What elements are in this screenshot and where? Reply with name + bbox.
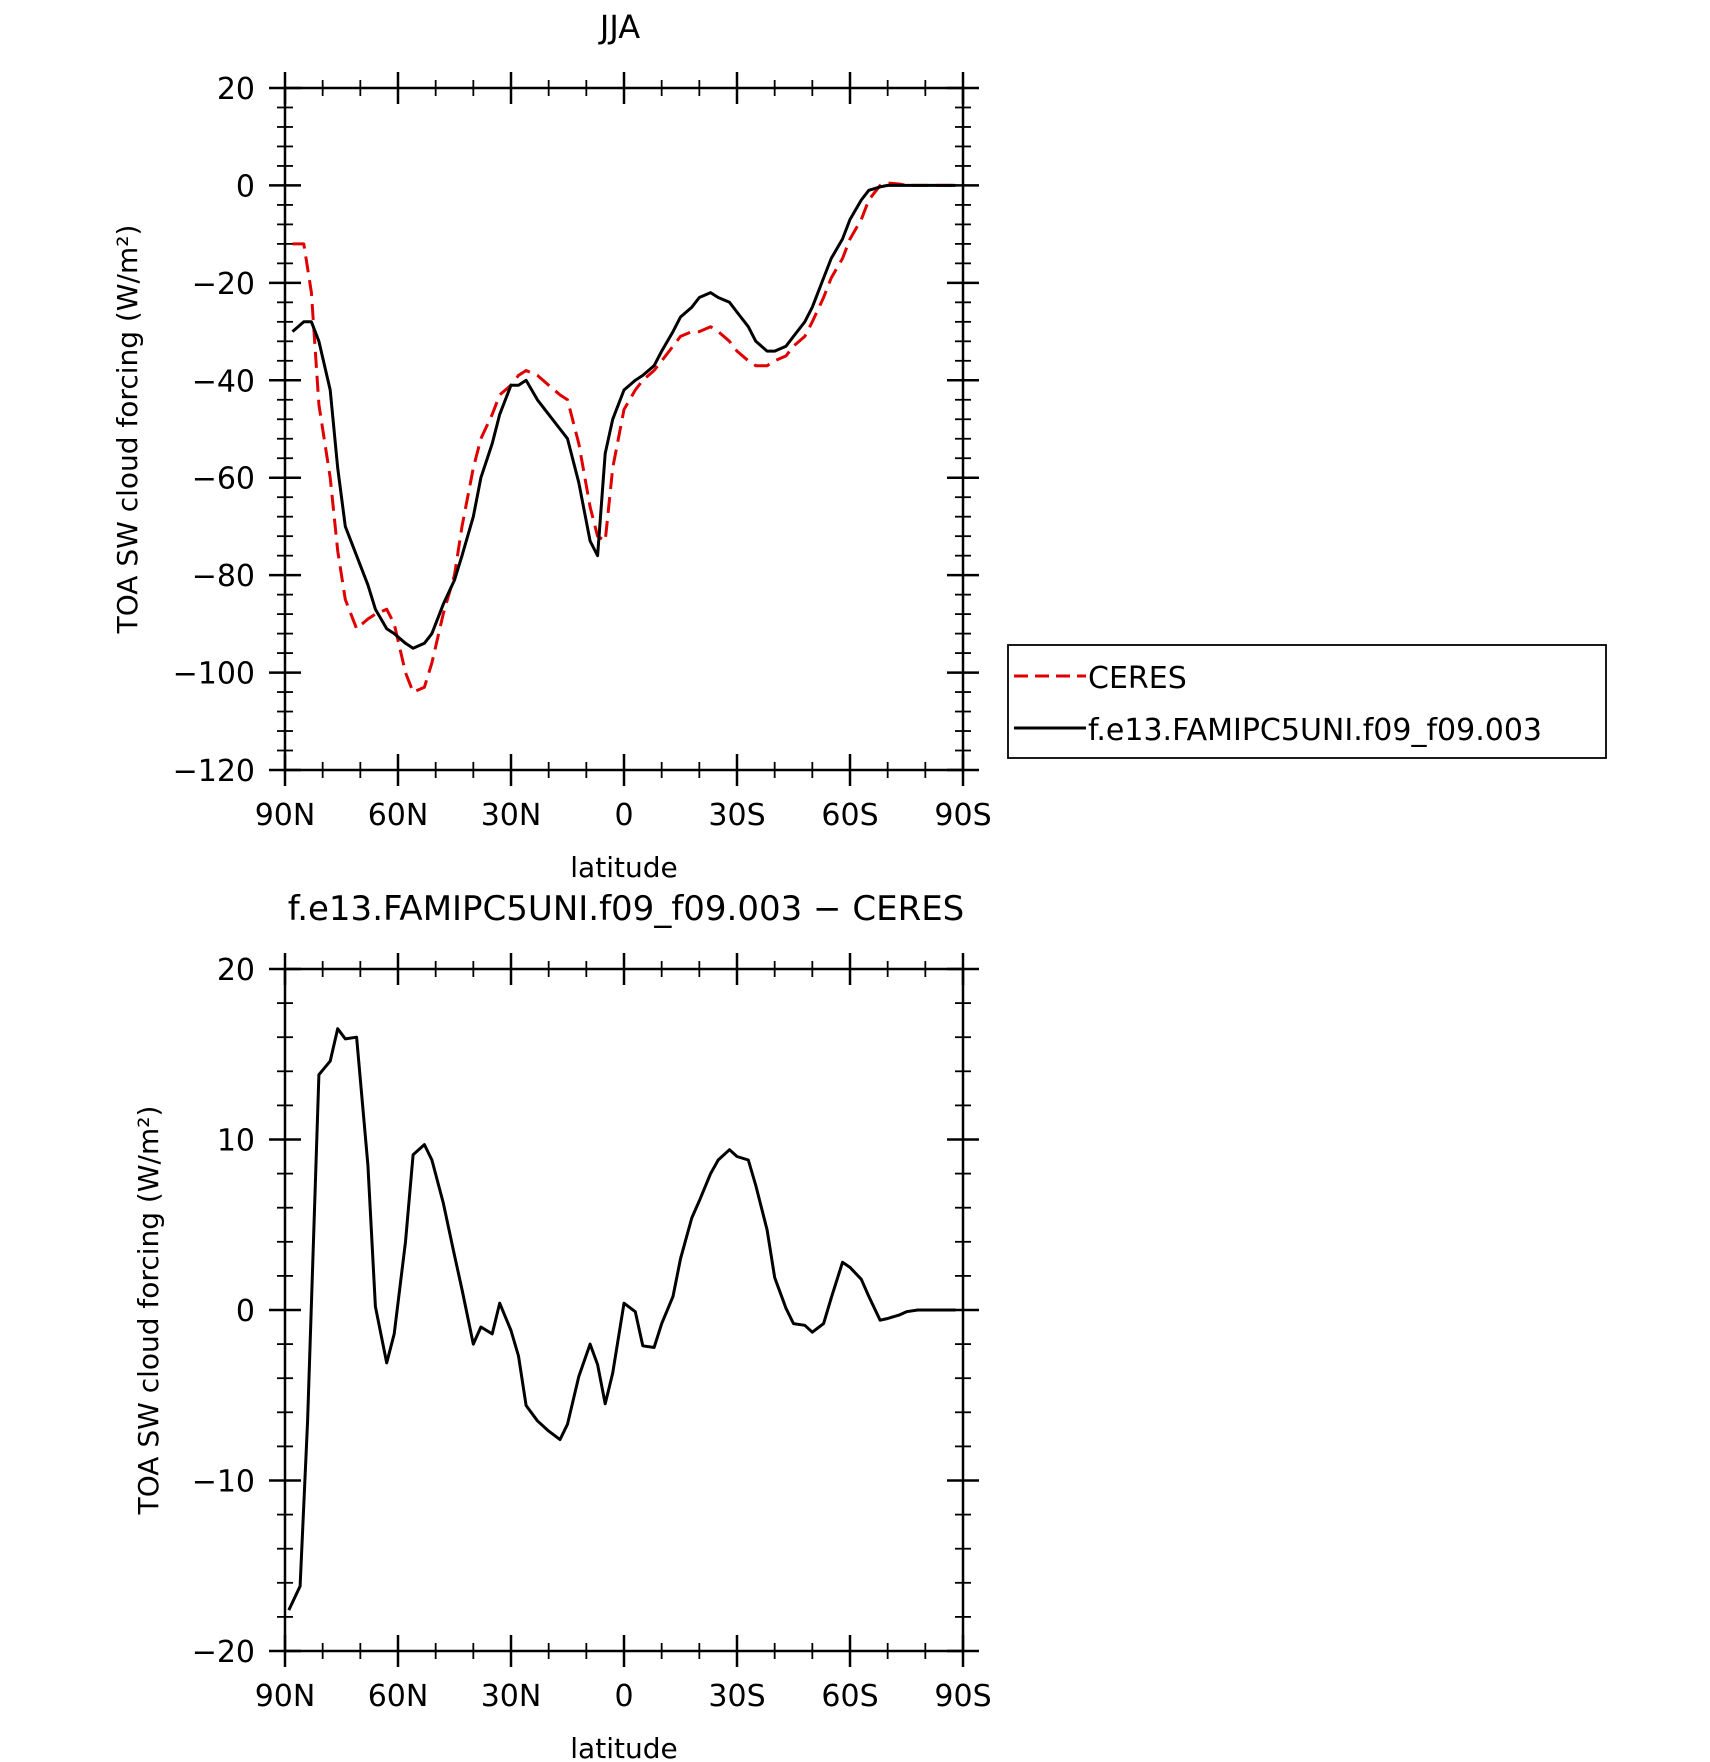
bottom-panel-x-axis-label: latitude: [570, 1732, 677, 1762]
top-panel-title: JJA: [598, 8, 640, 46]
x-tick-label: 90N: [255, 1679, 316, 1714]
series-line-difference: [287, 1027, 956, 1611]
y-tick-label: −20: [192, 1635, 255, 1670]
x-tick-label: 90N: [255, 798, 316, 833]
x-tick-label: 60N: [368, 1679, 429, 1714]
top-panel-y-axis-label: TOA SW cloud forcing (W/m²): [111, 225, 144, 635]
x-tick-label: 60S: [821, 1679, 878, 1714]
bottom-panel-series: [287, 1027, 956, 1611]
y-tick-label: 20: [217, 953, 255, 988]
y-tick-label: 0: [236, 169, 255, 204]
top-panel-y-tick-labels: 20 0 −20 −40 −60 −80 −100 −120: [173, 72, 255, 789]
series-line-ceres: [292, 181, 956, 694]
x-tick-label: 0: [614, 1679, 633, 1714]
x-tick-label: 30S: [708, 798, 765, 833]
x-tick-label: 30N: [481, 1679, 542, 1714]
legend-label-ceres: CERES: [1088, 661, 1187, 696]
y-tick-label: −20: [192, 267, 255, 302]
top-panel: JJA 20 0 −20 −40 −60 −80 −100 −120 90N 60N 30N 0 30…: [111, 8, 1607, 884]
x-tick-label: 60S: [821, 798, 878, 833]
top-panel-x-tick-labels: 90N 60N 30N 0 30S 60S 90S: [255, 798, 992, 833]
x-tick-label: 0: [614, 798, 633, 833]
legend-label-model: f.e13.FAMIPC5UNI.f09_f09.003: [1088, 713, 1542, 748]
y-tick-label: −80: [192, 559, 255, 594]
top-panel-frame: [283, 86, 965, 772]
bottom-panel-y-tick-labels: 20 10 0 −10 −20: [192, 953, 255, 1670]
y-tick-label: 0: [236, 1294, 255, 1329]
y-tick-label: 20: [217, 72, 255, 107]
x-tick-label: 90S: [934, 1679, 991, 1714]
bottom-panel-title: f.e13.FAMIPC5UNI.f09_f09.003 − CERES: [288, 889, 965, 929]
y-tick-label: 10: [217, 1124, 255, 1159]
x-tick-label: 30S: [708, 1679, 765, 1714]
series-line-f-e13-famipc5uni-f09-f09-003: [291, 183, 956, 650]
top-panel-x-axis-label: latitude: [570, 851, 677, 884]
legend-box: [1007, 644, 1607, 759]
y-tick-label: −40: [192, 364, 255, 399]
x-tick-label: 60N: [368, 798, 429, 833]
x-tick-label: 90S: [934, 798, 991, 833]
bottom-panel-x-tick-labels: 90N 60N 30N 0 30S 60S 90S: [255, 1679, 992, 1714]
legend: CERES f.e13.FAMIPC5UNI.f09_f09.003: [1007, 644, 1607, 759]
y-tick-label: −60: [192, 462, 255, 497]
x-tick-label: 30N: [481, 798, 542, 833]
y-tick-label: −100: [173, 657, 255, 692]
top-panel-series: [291, 181, 956, 694]
bottom-panel-y-axis-label: TOA SW cloud forcing (W/m²): [132, 1106, 165, 1516]
y-tick-label: −120: [173, 754, 255, 789]
bottom-panel-frame: [283, 967, 965, 1653]
bottom-panel: f.e13.FAMIPC5UNI.f09_f09.003 − CERES 20 1…: [132, 889, 992, 1762]
y-tick-label: −10: [192, 1465, 255, 1500]
